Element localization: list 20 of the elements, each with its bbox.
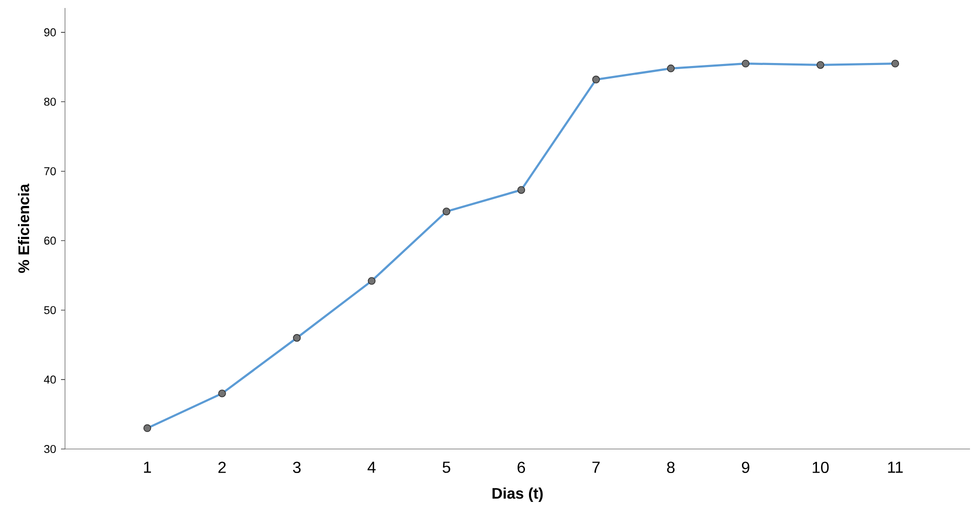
- y-axis-title: % Eficiencia: [18, 184, 30, 273]
- y-tick-label: 90: [44, 28, 56, 36]
- y-tick-label: 30: [44, 444, 56, 454]
- y-tick-label: 70: [44, 167, 56, 176]
- x-tick-label: 8: [667, 462, 675, 474]
- x-tick-label: 7: [592, 462, 600, 473]
- x-tick-label: 10: [812, 462, 829, 474]
- x-tick-label: 1: [144, 462, 151, 473]
- y-tick-label: 80: [44, 98, 56, 106]
- y-tick-label: 40: [44, 376, 56, 384]
- x-tick-label: 6: [518, 462, 525, 474]
- x-axis-title: Dias (t): [492, 488, 543, 502]
- x-tick-label: 4: [368, 462, 376, 473]
- x-tick-label: 2: [218, 462, 226, 473]
- x-tick-label: 9: [742, 462, 750, 474]
- x-tick-label: 11: [888, 462, 903, 473]
- x-tick-label: 3: [293, 462, 301, 474]
- y-tick-label: 60: [44, 236, 56, 245]
- x-tick-label: 5: [442, 462, 450, 473]
- y-tick-label: 50: [44, 306, 56, 314]
